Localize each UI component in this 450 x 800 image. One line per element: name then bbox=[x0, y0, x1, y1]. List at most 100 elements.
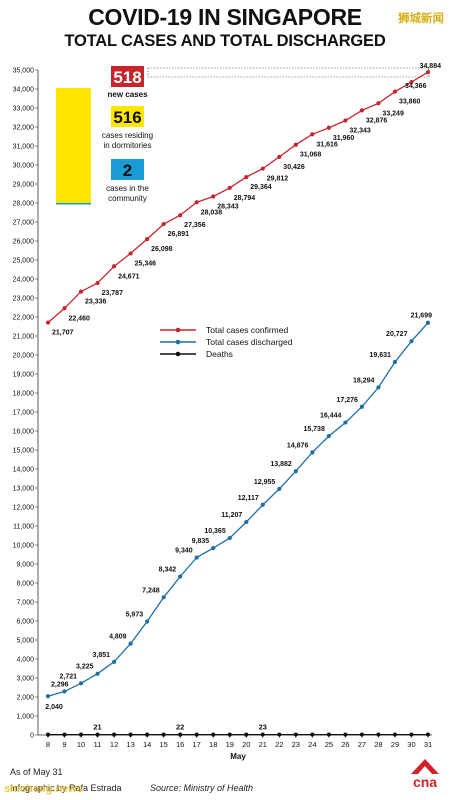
chart-title: COVID-19 IN SINGAPORE bbox=[88, 4, 362, 30]
data-point bbox=[425, 70, 431, 75]
community-label-2: community bbox=[108, 194, 147, 203]
confirmed-data-label: 31,068 bbox=[300, 152, 322, 159]
y-tick-label: 17,000 bbox=[13, 410, 35, 417]
confirmed-data-label: 30,426 bbox=[283, 164, 305, 171]
confirmed-data-label: 21,707 bbox=[52, 330, 74, 337]
x-tick-label: 9 bbox=[62, 740, 66, 749]
x-tick-label: 28 bbox=[374, 740, 382, 749]
discharged-data-label: 2,296 bbox=[51, 681, 69, 688]
legend-label-deaths: Deaths bbox=[206, 349, 233, 359]
series-points bbox=[45, 70, 431, 737]
y-tick-label: 24,000 bbox=[13, 277, 35, 284]
y-tick-label: 21,000 bbox=[13, 334, 35, 341]
data-point bbox=[111, 659, 117, 664]
confirmed-data-label: 31,960 bbox=[333, 135, 355, 142]
data-point bbox=[293, 732, 298, 737]
legend-label-discharged: Total cases discharged bbox=[206, 337, 293, 347]
data-point bbox=[310, 450, 315, 455]
data-point bbox=[45, 732, 51, 737]
data-point bbox=[376, 732, 381, 737]
data-point bbox=[425, 732, 431, 737]
data-point bbox=[62, 732, 67, 737]
watermark-top: 狮城新闻 bbox=[398, 13, 444, 25]
data-point bbox=[392, 732, 398, 737]
data-point bbox=[277, 486, 282, 491]
data-point bbox=[310, 132, 315, 137]
confirmed-data-label: 24,671 bbox=[118, 273, 140, 280]
dormitory-bar bbox=[56, 88, 91, 203]
confirmed-data-label: 23,787 bbox=[102, 290, 124, 297]
community-value: 2 bbox=[123, 161, 132, 180]
data-point bbox=[277, 732, 282, 737]
data-point bbox=[211, 546, 216, 551]
data-point bbox=[260, 732, 265, 737]
data-point bbox=[359, 732, 365, 737]
community-box bbox=[111, 159, 144, 180]
data-point bbox=[161, 732, 166, 737]
data-point bbox=[178, 213, 183, 218]
data-point bbox=[145, 237, 150, 242]
y-tick-label: 35,000 bbox=[13, 68, 35, 75]
data-point bbox=[194, 555, 199, 560]
confirmed-data-label: 25,346 bbox=[135, 260, 157, 267]
x-tick-label: 14 bbox=[143, 740, 151, 749]
data-point bbox=[211, 732, 216, 737]
series-labels: 21,707 22,460 23,336 23,787 24,671 25,346 26,0… bbox=[45, 63, 441, 731]
confirmed-data-label: 32,343 bbox=[349, 127, 371, 134]
series-line-1 bbox=[47, 322, 429, 697]
x-tick-label: 27 bbox=[358, 740, 366, 749]
discharged-data-label: 15,738 bbox=[303, 426, 325, 433]
data-point bbox=[343, 118, 348, 123]
discharged-data-label: 12,117 bbox=[238, 495, 259, 502]
data-point bbox=[111, 732, 117, 737]
data-point bbox=[425, 320, 431, 325]
confirmed-data-label: 29,364 bbox=[250, 184, 272, 191]
new-cases-label: new cases bbox=[107, 90, 148, 99]
data-point bbox=[194, 732, 199, 737]
x-tick-label: 26 bbox=[341, 740, 349, 749]
data-point bbox=[376, 385, 381, 390]
data-point bbox=[128, 732, 133, 737]
data-point bbox=[62, 306, 67, 311]
data-point bbox=[260, 166, 265, 171]
y-tick-label: 4,000 bbox=[16, 657, 34, 664]
data-point bbox=[95, 280, 100, 286]
discharged-data-label: 9,340 bbox=[175, 548, 193, 555]
infographic-credit: Infographic by Rafa Estrada bbox=[10, 783, 122, 793]
y-tick-label: 1,000 bbox=[16, 714, 34, 721]
discharged-data-label: 3,225 bbox=[76, 664, 94, 671]
discharged-data-label: 7,248 bbox=[142, 587, 160, 594]
data-point bbox=[326, 125, 331, 130]
data-point bbox=[95, 671, 100, 676]
deaths-data-label: 22 bbox=[176, 723, 184, 732]
data-point bbox=[227, 732, 232, 737]
discharged-data-label: 5,973 bbox=[126, 612, 144, 619]
x-tick-label: 30 bbox=[407, 740, 415, 749]
y-tick-label: 6,000 bbox=[16, 619, 34, 626]
y-tick-label: 23,000 bbox=[13, 296, 35, 303]
confirmed-data-label: 28,343 bbox=[217, 203, 239, 210]
data-point bbox=[277, 154, 282, 160]
y-tick-label: 10,000 bbox=[13, 543, 35, 550]
x-tick-label: 17 bbox=[193, 740, 201, 749]
x-tick-label: 11 bbox=[94, 740, 102, 749]
data-point bbox=[293, 469, 298, 474]
discharged-data-label: 17,276 bbox=[336, 397, 358, 404]
y-tick-label: 7,000 bbox=[16, 600, 34, 607]
x-axis: 8 9 10 11 12 13 14 15 16 17 18 19 20 21 22 23 24 25 26 27 28… bbox=[38, 734, 432, 749]
discharged-data-label: 20,727 bbox=[386, 331, 408, 338]
x-tick-label: 10 bbox=[77, 740, 85, 749]
cna-logo-text: cna bbox=[412, 774, 438, 790]
y-axis: 0 1,000 2,000 3,000 4,000 5,000 6,000 7,000 8,00… bbox=[13, 68, 39, 740]
data-point bbox=[244, 519, 249, 525]
community-bar bbox=[56, 203, 91, 205]
confirmed-data-label: 28,038 bbox=[201, 209, 223, 216]
y-tick-label: 30,000 bbox=[13, 163, 35, 170]
data-point bbox=[343, 420, 348, 425]
discharged-data-label: 12,955 bbox=[254, 479, 276, 486]
chart-subtitle: TOTAL CASES AND TOTAL DISCHARGED bbox=[64, 32, 386, 50]
data-point bbox=[78, 681, 84, 686]
data-point bbox=[326, 433, 331, 439]
data-point bbox=[78, 289, 84, 294]
community-label-1: cases in the bbox=[106, 184, 149, 193]
